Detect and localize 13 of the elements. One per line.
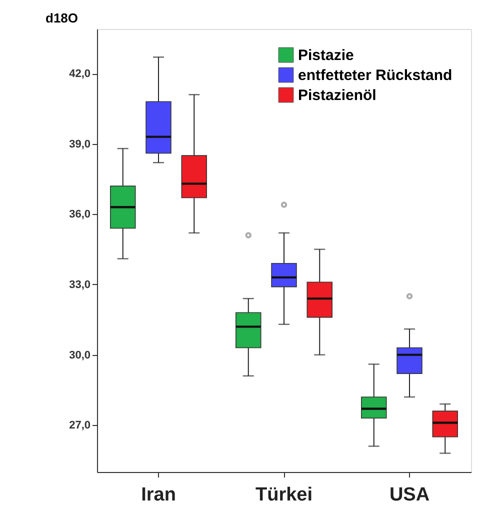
y-tick-label: 30,0: [69, 349, 90, 362]
x-tick-label: Iran: [141, 484, 176, 506]
legend-label: entfetteter Rückstand: [298, 67, 452, 84]
x-tick-label: Türkei: [255, 484, 313, 506]
y-tick-label: 36,0: [69, 208, 90, 221]
y-tick-label: 39,0: [69, 138, 90, 150]
y-axis-title: d18O: [46, 10, 78, 26]
y-tick-label: 33,0: [69, 278, 90, 291]
x-tick-label: USA: [389, 484, 430, 506]
legend-label: Pistazie: [298, 47, 354, 64]
legend-label: Pistazienöl: [298, 87, 376, 104]
y-tick-label: 42,0: [69, 68, 90, 80]
y-tick-label: 27,0: [69, 420, 90, 432]
